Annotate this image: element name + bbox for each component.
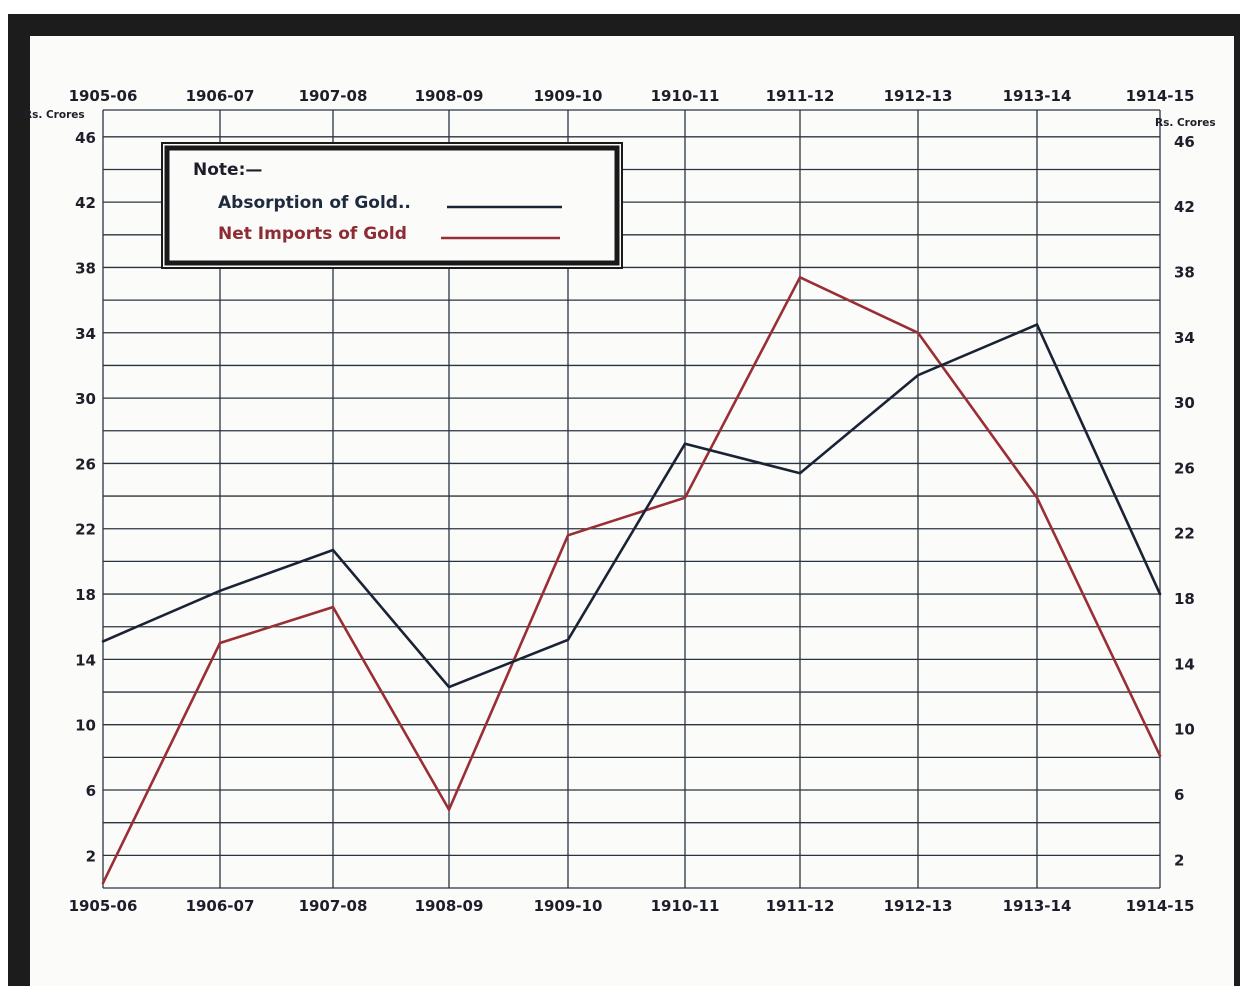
x-tick-label-bottom: 1907-08 [299,897,368,915]
y-tick-label-left: 10 [75,717,96,735]
y-tick-label-right: 10 [1174,721,1195,739]
x-tick-label-bottom: 1910-11 [651,897,720,915]
y-tick-label-left: 6 [86,782,96,800]
y-tick-label-right: 38 [1174,263,1195,281]
y-unit-label-right: Rs. Crores [1155,117,1216,129]
series-group [101,275,1162,885]
y-tick-label-left: 30 [75,390,96,408]
y-tick-label-left: 42 [75,194,96,212]
x-tick-label-top: 1911-12 [766,87,835,105]
x-tick-label-top: 1905-06 [69,87,138,105]
x-tick-label-bottom: 1911-12 [766,897,835,915]
x-tick-label-top: 1908-09 [415,87,484,105]
y-tick-label-left: 14 [75,651,96,669]
y-tick-label-left: 38 [75,259,96,277]
x-tick-label-top: 1914-15 [1126,87,1195,105]
x-tick-label-top: 1907-08 [299,87,368,105]
y-tick-label-left: 22 [75,521,96,539]
x-axis-bottom: 1905-06 1906-07 1907-08 1908-09 1909-10 1910-… [69,897,1195,915]
x-tick-label-top: 1909-10 [534,87,603,105]
x-tick-label-top: 1910-11 [651,87,720,105]
x-tick-label-top: 1906-07 [186,87,255,105]
y-unit-label-left: Rs. Crores [24,109,85,121]
legend: Note:— Absorption of Gold.. Net Imports … [161,142,623,269]
x-tick-label-bottom: 1905-06 [69,897,138,915]
x-axis-top: 1905-06 1906-07 1907-08 1908-09 1909-10 1910-… [69,87,1195,105]
x-tick-label-bottom: 1906-07 [186,897,255,915]
series-line-absorption-of-gold [101,322,1162,689]
x-tick-label-bottom: 1908-09 [415,897,484,915]
legend-inner-border [164,145,620,266]
y-tick-label-right: 2 [1174,851,1184,869]
y-tick-label-left: 26 [75,455,96,473]
legend-label-net-imports: Net Imports of Gold [218,224,407,244]
y-tick-label-right: 6 [1174,786,1184,804]
y-tick-label-right: 34 [1174,329,1195,347]
x-tick-label-bottom: 1914-15 [1126,897,1195,915]
x-tick-label-top: 1913-14 [1003,87,1072,105]
y-tick-label-right: 30 [1174,394,1195,412]
x-tick-label-bottom: 1912-13 [884,897,953,915]
y-tick-label-right: 14 [1174,655,1195,673]
y-tick-label-left: 34 [75,325,96,343]
horizontal-gridlines [103,109,1160,889]
y-tick-label-right: 26 [1174,459,1195,477]
y-tick-label-left: 2 [86,847,96,865]
legend-label-absorption: Absorption of Gold.. [218,193,411,213]
legend-outer-border [161,142,623,269]
x-tick-label-bottom: 1913-14 [1003,897,1072,915]
y-tick-label-right: 42 [1174,198,1195,216]
y-tick-label-right: 46 [1174,133,1195,151]
y-tick-label-right: 22 [1174,525,1195,543]
y-tick-label-left: 18 [75,586,96,604]
legend-heading: Note:— [193,160,262,180]
x-tick-label-bottom: 1909-10 [534,897,603,915]
y-tick-label-right: 18 [1174,590,1195,608]
series-line-net-imports-of-gold [101,275,1162,885]
x-tick-label-top: 1912-13 [884,87,953,105]
y-tick-label-left: 46 [75,129,96,147]
